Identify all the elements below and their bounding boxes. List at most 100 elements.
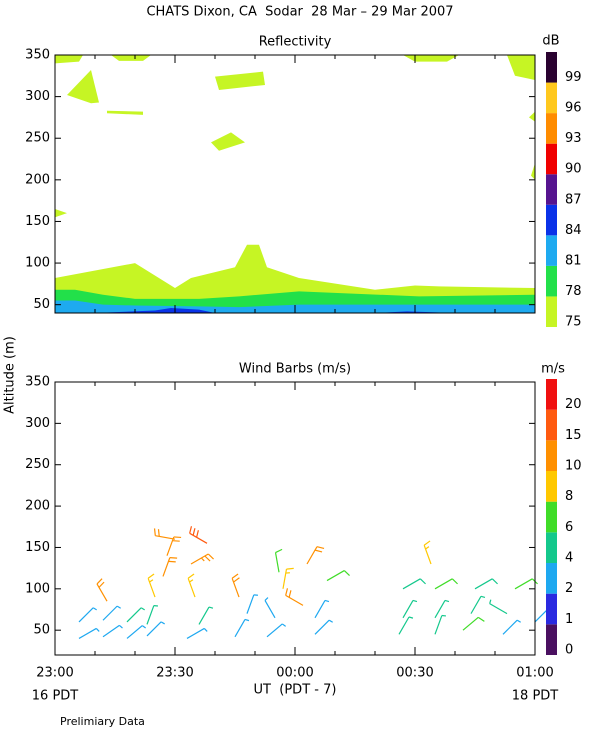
barb-staff [155,535,176,540]
colorbar-label: 78 [565,284,582,299]
barb-staff [264,600,276,619]
barb-feather [425,546,430,550]
barb-feather [231,573,239,579]
barb-feather [153,528,156,536]
wind-barb [423,540,432,565]
barb-feather [275,548,283,554]
wind-barb [266,623,287,638]
barb-feather [187,573,195,579]
barb-feather [173,536,182,539]
wind-barb [198,606,214,625]
barb-feather [208,606,214,609]
barb-feather [516,619,521,623]
barb-staff [102,624,120,638]
barb-staff [146,621,162,637]
colorbar-label: 15 [565,428,582,443]
barb-feather [314,549,323,553]
wind-barb [166,536,182,556]
y-tick-label: 350 [25,375,50,390]
contour-region [55,55,83,64]
barb-feather [281,623,287,627]
barb-staff [96,583,108,602]
barb-staff [402,578,421,590]
barb-feather [324,599,330,603]
wind-barb [102,605,121,621]
barb-feather [118,624,123,629]
barb-staff [234,619,246,638]
wind-barb [187,573,196,598]
colorbar-swatch [546,113,557,144]
barb-feather [419,578,426,585]
colorbar-swatch [546,501,557,533]
wind-barb [189,526,208,544]
colorbar-label: 87 [565,192,582,207]
contour-region [95,308,215,313]
contour-region [215,71,265,90]
contour-region [529,111,535,122]
wind-barb [402,599,418,619]
wind-barb [190,553,214,565]
colorbar-label: 20 [565,397,582,412]
barb-feather [92,607,97,611]
wind-barb [489,599,508,615]
x-tick-label: 23:30 [156,666,193,681]
barb-feather [140,607,145,611]
barb-staff [147,578,156,598]
barb-staff [187,578,196,598]
barb-staff [246,594,255,614]
barb-staff [434,578,453,590]
barb-feather [451,578,458,585]
barb-staff [126,607,142,623]
y-tick-label: 150 [25,540,50,555]
barb-feather [203,628,208,632]
barb-staff [186,627,205,639]
wind-barb [264,597,276,619]
contour-region [107,110,143,115]
wind-barb [285,588,304,606]
colorbar-label: 6 [565,520,573,535]
colorbar-label: dB [542,34,559,49]
wind-barb [146,605,159,625]
wind-barb [474,578,498,590]
y-tick-label: 100 [25,581,50,596]
barb-feather [204,555,211,562]
y-tick-label: 350 [25,48,50,63]
contour-region [55,208,67,218]
colorbar-swatch [546,409,557,441]
colorbar-label: 75 [565,315,582,330]
footer-note: Prelimiary Data [60,715,145,728]
barb-staff [306,546,318,565]
wind-barb [314,619,333,635]
y-tick-label: 150 [25,214,50,229]
barb-staff [78,627,97,639]
barb-staff [166,536,175,556]
y-tick-label: 250 [25,131,50,146]
wind-barb [78,607,97,623]
barb-staff [78,607,94,623]
colorbar-label: 2 [565,581,573,596]
colorbar-swatch [546,471,557,502]
barb-feather [192,528,196,536]
y-tick-label: 250 [25,457,50,472]
contour-region [67,69,99,104]
barb-feather [423,540,431,546]
barb-feather [200,557,205,562]
y-tick-label: 100 [25,256,50,271]
y-tick-label: 200 [25,172,50,187]
barb-staff [190,553,209,565]
barb-feather [207,553,214,560]
barb-feather [157,529,160,537]
wind-barb [398,616,414,635]
colorbar-label: 99 [565,70,582,85]
colorbar-swatch [546,379,557,410]
barb-staff [282,569,288,589]
colorbar-label: 93 [565,131,582,146]
contour-region [111,55,151,61]
panel-title: Reflectivity [259,35,332,50]
barb-feather [343,570,350,577]
barb-staff [474,578,493,590]
contour-region [507,55,535,80]
colorbar-label: 8 [565,489,573,504]
y-tick-label: 200 [25,499,50,514]
wind-barb [126,625,147,639]
